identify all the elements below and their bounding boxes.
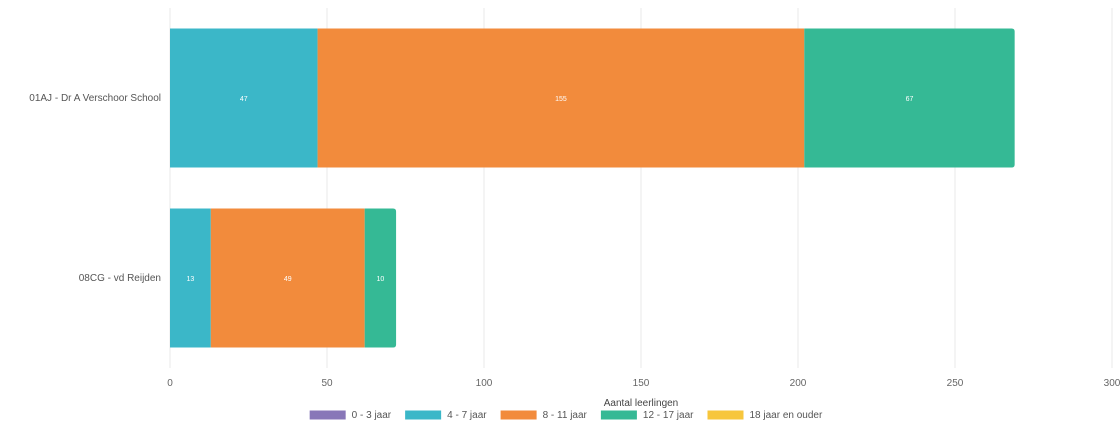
legend-item[interactable]: 8 - 11 jaar [500,410,588,421]
x-tick-label: 150 [633,378,650,389]
bar-segment[interactable] [210,208,365,348]
legend-item[interactable]: 18 jaar en ouder [707,410,823,421]
bar-segment[interactable] [170,208,211,348]
x-tick-label: 100 [476,378,493,389]
legend-swatch [600,410,637,420]
bar-segment[interactable] [364,208,397,348]
legend-swatch [405,410,442,420]
category-label: 01AJ - Dr A Verschoor School [29,93,161,104]
x-tick-label: 250 [947,378,964,389]
category-labels: 01AJ - Dr A Verschoor School 08CG - vd Re… [29,93,161,284]
x-axis-ticks: 0 50 100 150 200 250 300 [167,378,1120,389]
legend-swatch [707,410,744,420]
x-tick-label: 200 [790,378,807,389]
legend-label: 8 - 11 jaar [543,410,588,421]
data-label: 13 [187,276,195,283]
bars: 47 155 67 13 49 10 [170,28,1015,348]
legend-item[interactable]: 12 - 17 jaar [600,410,694,421]
legend-item[interactable]: 0 - 3 jaar [309,410,392,421]
bar-segment[interactable] [170,28,318,168]
legend-label: 12 - 17 jaar [643,410,694,421]
legend-swatch [309,410,346,420]
data-label: 47 [240,96,248,103]
data-label: 67 [906,96,914,103]
legend[interactable]: 0 - 3 jaar 4 - 7 jaar 8 - 11 jaar 12 - 17 j… [309,410,823,421]
x-tick-label: 300 [1104,378,1120,389]
data-label: 49 [284,276,292,283]
legend-label: 0 - 3 jaar [352,410,392,421]
legend-label: 4 - 7 jaar [447,410,487,421]
bar-segment[interactable] [804,28,1015,168]
category-label: 08CG - vd Reijden [79,273,161,284]
legend-label: 18 jaar en ouder [749,410,823,421]
bar-segment[interactable] [317,28,805,168]
data-label: 10 [376,276,384,283]
legend-item[interactable]: 4 - 7 jaar [405,410,487,421]
x-tick-label: 50 [321,378,333,389]
data-label: 155 [555,96,567,103]
legend-swatch [500,410,537,420]
x-axis-title: Aantal leerlingen [604,398,679,409]
x-tick-label: 0 [167,378,173,389]
